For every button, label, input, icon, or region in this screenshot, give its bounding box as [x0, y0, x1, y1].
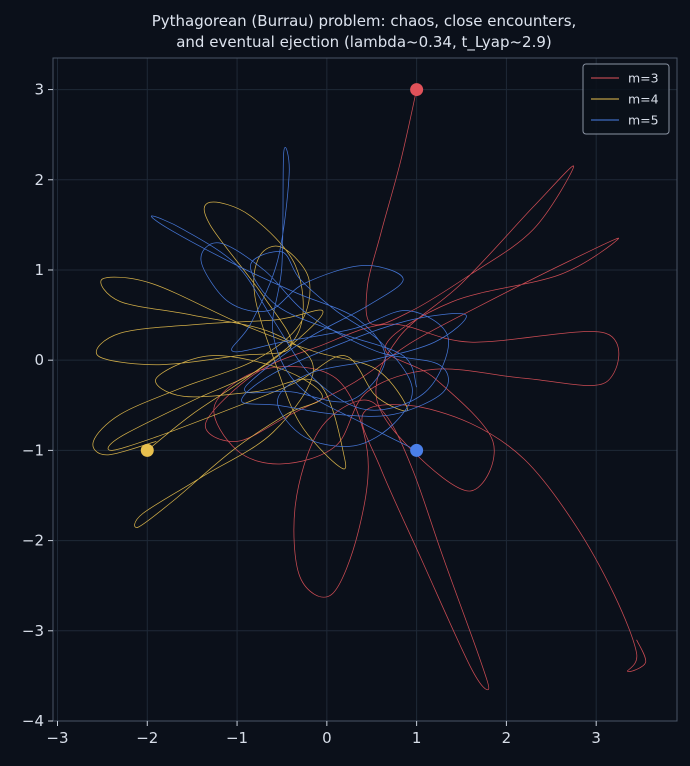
legend-label-m4: m=4: [628, 92, 659, 107]
series-m5-trajectory: [150, 146, 467, 451]
series-m5-start-marker: [410, 443, 424, 457]
x-tick-label: 1: [412, 729, 422, 747]
y-tick-label: −2: [22, 532, 44, 550]
series-m4-start-marker: [140, 443, 154, 457]
series-layer: [92, 89, 647, 691]
plot-area: [53, 58, 677, 721]
legend-label-m5: m=5: [628, 113, 659, 128]
plot-frame: [52, 57, 678, 722]
y-tick-label: 1: [34, 261, 44, 279]
y-tick-label: 0: [34, 351, 44, 369]
y-tick-label: −1: [22, 441, 44, 459]
chart-title-line-1: Pythagorean (Burrau) problem: chaos, clo…: [152, 12, 577, 30]
start-markers: [140, 83, 424, 457]
series-m3-start-marker: [410, 83, 424, 97]
y-tick-label: −3: [22, 622, 44, 640]
y-tick-label: 2: [34, 171, 44, 189]
series-m4-trajectory: [92, 201, 408, 528]
x-tick-label: 0: [322, 729, 332, 747]
chart-title-line-2: and eventual ejection (lambda~0.34, t_Ly…: [176, 33, 552, 52]
x-tick-label: 2: [502, 729, 512, 747]
x-tick-label: 3: [591, 729, 601, 747]
legend: m=3 m=4 m=5: [582, 63, 670, 135]
y-tick-label: 3: [34, 81, 44, 99]
y-tick-label: −4: [22, 712, 44, 730]
legend-box: [582, 63, 670, 135]
x-tick-label: −3: [46, 729, 68, 747]
x-tick-label: −1: [226, 729, 248, 747]
x-tick-label: −2: [136, 729, 158, 747]
legend-label-m3: m=3: [628, 71, 659, 86]
